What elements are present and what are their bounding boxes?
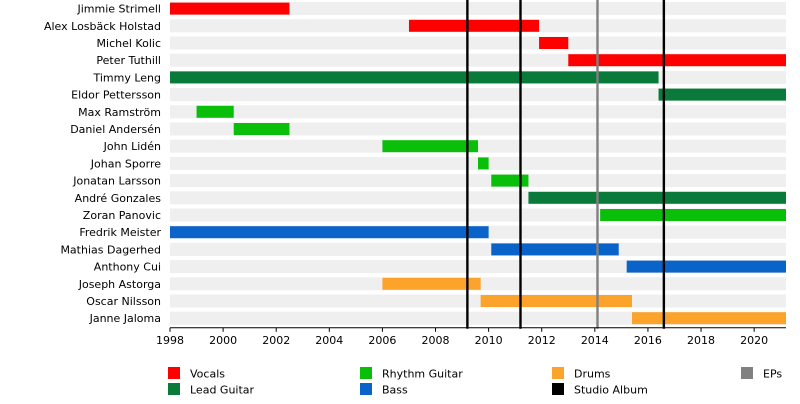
x-tick-label: 2000 <box>209 334 237 347</box>
member-label-max-ramstrom: Max Ramström <box>78 106 161 119</box>
member-label-alex-losback-holstad: Alex Losbäck Holstad <box>44 20 161 33</box>
member-label-andre-gonzales: André Gonzales <box>75 192 162 205</box>
bar-daniel-andersen-rhythm-guitar <box>233 123 290 135</box>
row-band <box>170 294 786 308</box>
row-band <box>170 88 786 102</box>
x-tick-label: 2006 <box>368 334 396 347</box>
bar-anthony-cui-bass <box>626 260 786 273</box>
x-axis: 1998 2000 2002 2004 2006 2008 2010 2012 2014 2016… <box>156 327 786 347</box>
legend-label-eps: EPs <box>763 368 782 381</box>
member-label-timmy-leng: Timmy Leng <box>92 71 161 84</box>
member-label-oscar-nilsson: Oscar Nilsson <box>86 295 161 308</box>
x-tick-label: 2016 <box>634 334 662 347</box>
x-tick-label: 2018 <box>687 334 715 347</box>
member-label-daniel-andersen: Daniel Andersén <box>70 123 161 136</box>
member-label-johan-sporre: Johan Sporre <box>90 157 161 170</box>
bar-alex-losback-holstad-vocals <box>408 19 540 32</box>
bar-zoran-panovic-rhythm-guitar <box>600 209 786 221</box>
x-tick-label: 2012 <box>528 334 556 347</box>
legend-label-lead-guitar: Lead Guitar <box>190 384 255 397</box>
x-tick-label: 2014 <box>581 334 609 347</box>
x-tick-label: 2004 <box>315 334 343 347</box>
member-label-joseph-astorga: Joseph Astorga <box>78 278 161 291</box>
row-band <box>170 174 786 188</box>
row-band <box>170 105 786 119</box>
bar-oscar-nilsson-drums <box>480 295 632 307</box>
legend-swatch-bass <box>360 383 372 395</box>
bar-peter-tuthill-vocals <box>568 54 786 67</box>
member-label-jonatan-larsson: Jonatan Larsson <box>72 175 161 188</box>
member-label-zoran-panovic: Zoran Panovic <box>83 209 161 222</box>
x-tick-label: 2002 <box>262 334 290 347</box>
bar-johan-sporre-rhythm-guitar <box>478 157 489 170</box>
bar-timmy-leng-lead-guitar <box>170 71 659 84</box>
bar-janne-jaloma-drums <box>632 312 786 325</box>
bar-jonatan-larsson-rhythm-guitar <box>491 174 529 187</box>
legend-swatch-eps <box>741 367 753 379</box>
member-label-eldor-pettersson: Eldor Pettersson <box>71 89 161 102</box>
row-band <box>170 36 786 50</box>
x-tick-label: 1998 <box>156 334 184 347</box>
x-tick-label: 2008 <box>422 334 450 347</box>
bar-michel-kolic-vocals <box>539 37 569 49</box>
legend-swatch-studio-album <box>552 383 564 395</box>
row-band <box>170 242 786 256</box>
member-label-mathias-dagerhed: Mathias Dagerhed <box>60 243 161 256</box>
bar-fredrik-meister-bass <box>170 226 489 239</box>
member-label-peter-tuthill: Peter Tuthill <box>96 54 161 67</box>
x-tick-label: 2020 <box>740 334 768 347</box>
member-label-michel-kolic: Michel Kolic <box>97 37 161 50</box>
member-label-jimmie-strimell: Jimmie Strimell <box>76 3 161 16</box>
bar-mathias-dagerhed-bass <box>491 243 619 256</box>
legend: Vocals Rhythm Guitar Drums EPs Lead Guitar Ba… <box>168 367 782 397</box>
bar-john-liden-rhythm-guitar <box>382 140 478 153</box>
member-bars <box>170 2 786 325</box>
legend-label-rhythm-guitar: Rhythm Guitar <box>382 368 463 381</box>
event-lines <box>466 0 666 329</box>
row-band <box>170 122 786 136</box>
legend-label-vocals: Vocals <box>190 368 225 381</box>
legend-label-drums: Drums <box>574 368 611 381</box>
member-labels: Jimmie Strimell Alex Losbäck Holstad Miche… <box>44 3 162 326</box>
bar-jimmie-strimell-vocals <box>170 2 290 15</box>
member-label-fredrik-meister: Fredrik Meister <box>79 226 161 239</box>
legend-swatch-rhythm-guitar <box>360 367 372 379</box>
bar-eldor-pettersson-lead-guitar <box>658 88 786 101</box>
legend-swatch-lead-guitar <box>168 383 180 395</box>
member-label-john-liden: John Lidén <box>103 140 161 153</box>
legend-label-studio-album: Studio Album <box>574 384 648 397</box>
member-label-anthony-cui: Anthony Cui <box>94 261 161 274</box>
legend-label-bass: Bass <box>382 384 408 397</box>
legend-swatch-drums <box>552 367 564 379</box>
legend-swatch-vocals <box>168 367 180 379</box>
member-label-janne-jaloma: Janne Jaloma <box>89 312 161 325</box>
row-band <box>170 2 786 16</box>
bar-max-ramstrom-rhythm-guitar <box>196 105 234 118</box>
bar-andre-gonzales-lead-guitar <box>528 191 786 204</box>
bar-joseph-astorga-drums <box>382 277 481 290</box>
x-tick-label: 2010 <box>475 334 503 347</box>
